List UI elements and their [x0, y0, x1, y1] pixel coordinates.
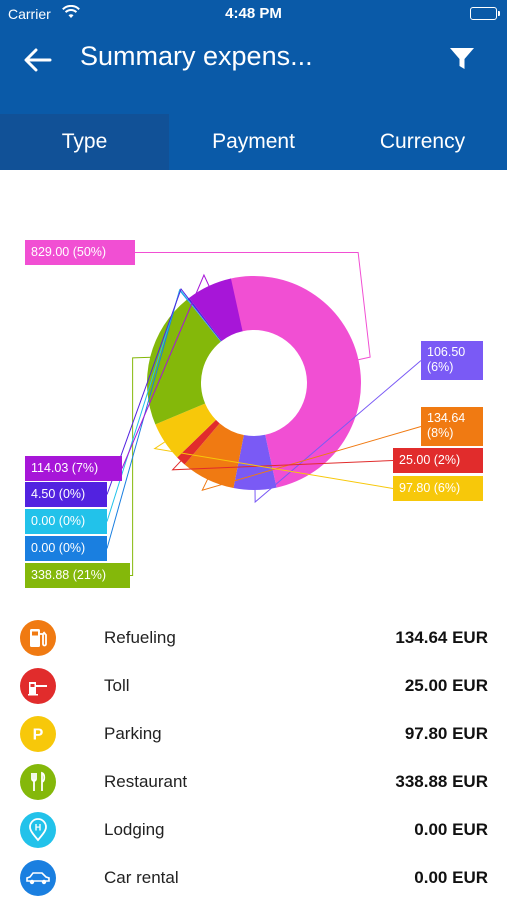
donut-slice [186, 299, 221, 342]
leader-line [106, 288, 190, 522]
fork-knife-icon [20, 764, 56, 800]
app-header: Carrier 4:48 PM Summary expens... Type P… [0, 0, 507, 170]
leader-line [201, 426, 422, 491]
leader-line [153, 440, 394, 489]
filter-button[interactable] [445, 42, 479, 76]
expense-name: Parking [104, 724, 162, 743]
tab-bar: Type Payment Currency [0, 114, 507, 170]
tab-type[interactable]: Type [0, 114, 169, 170]
parking-icon: P [20, 716, 56, 752]
page-title: Summary expens... [80, 41, 313, 71]
slice-label: 97.80 (6%) [393, 476, 483, 501]
expense-name: Lodging [104, 820, 165, 839]
wifi-icon [62, 4, 80, 24]
slice-label: 0.00 (0%) [25, 536, 107, 561]
leader-line [121, 273, 211, 469]
donut-slice [187, 297, 222, 342]
leader-line [106, 287, 191, 495]
donut-slice [184, 423, 244, 489]
expense-name: Refueling [104, 628, 176, 647]
svg-text:H: H [35, 823, 42, 833]
expense-name: Toll [104, 676, 130, 695]
arrow-left-icon [24, 48, 52, 72]
expense-row-car-rental[interactable]: Car rental 0.00 EUR [0, 854, 507, 900]
slice-label: 25.00 (2%) [393, 448, 483, 473]
slice-label: 114.03 (7%) [25, 456, 122, 481]
expense-list: Refueling 134.64 EUR Toll 25.00 EUR P Parking… [0, 614, 507, 900]
expense-row-lodging[interactable]: H Lodging 0.00 EUR [0, 806, 507, 854]
tab-currency[interactable]: Currency [379, 130, 466, 153]
donut-chart-svg [106, 252, 422, 576]
slice-label: 0.00 (0%) [25, 509, 107, 534]
fuel-pump-icon [20, 620, 56, 656]
donut-slice [189, 278, 243, 341]
leader-line [130, 356, 153, 576]
car-icon [20, 860, 56, 896]
expense-row-parking[interactable]: P Parking 97.80 EUR [0, 710, 507, 758]
expense-amount: 0.00 EUR [414, 820, 488, 839]
expense-amount: 134.64 EUR [395, 628, 488, 647]
slice-label: 4.50 (0%) [25, 482, 107, 507]
toll-booth-icon [20, 668, 56, 704]
expense-row-refueling[interactable]: Refueling 134.64 EUR [0, 614, 507, 662]
filter-icon [450, 48, 474, 69]
leader-line [171, 459, 394, 471]
donut-slice [187, 299, 222, 342]
clock: 4:48 PM [225, 5, 282, 22]
expense-name: Car rental [104, 868, 179, 887]
donut-slice [177, 419, 220, 465]
expense-row-restaurant[interactable]: Restaurant 338.88 EUR [0, 758, 507, 806]
expense-amount: 338.88 EUR [395, 772, 488, 791]
carrier-label: Carrier [8, 6, 51, 22]
tab-payment[interactable]: Payment [212, 130, 295, 153]
slice-label: 338.88 (21%) [25, 563, 130, 588]
expense-name: Restaurant [104, 772, 188, 791]
expense-amount: 25.00 EUR [404, 676, 488, 695]
donut-slice [233, 434, 277, 490]
hotel-pin-icon: H [20, 812, 56, 848]
slice-label: 829.00 (50%) [25, 240, 135, 265]
leader-line [135, 252, 371, 361]
expense-row-toll[interactable]: Toll 25.00 EUR [0, 662, 507, 710]
slice-label: 106.50 (6%) [421, 341, 483, 380]
expense-donut-chart: 829.00 (50%) 106.50 (6%) 134.64 (8%) 25.00 … [0, 170, 507, 600]
battery-icon [470, 7, 500, 20]
expense-amount: 97.80 EUR [404, 724, 488, 743]
nav-bar: Summary expens... [0, 30, 507, 114]
expense-amount: 0.00 EUR [414, 868, 488, 887]
svg-text:P: P [33, 727, 44, 744]
leader-line [254, 360, 422, 504]
donut-slice [229, 275, 362, 488]
back-button[interactable] [18, 40, 58, 80]
donut-slice [155, 403, 216, 458]
status-bar: Carrier 4:48 PM [0, 0, 507, 30]
slice-label: 134.64 (8%) [421, 407, 483, 446]
